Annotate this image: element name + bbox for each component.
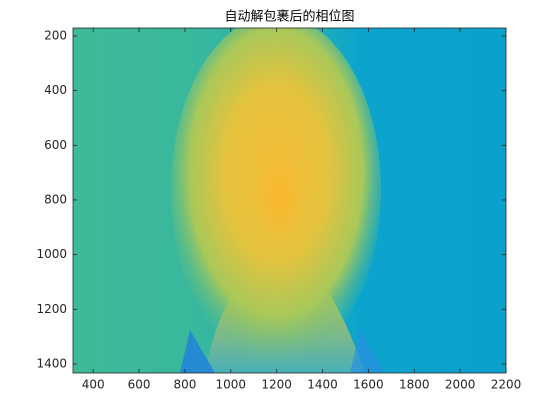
y-tick-label: 200 (44, 28, 67, 42)
x-tick-label: 1800 (399, 378, 430, 392)
chart-title: 自动解包裹后的相位图 (224, 9, 354, 25)
x-tick-label: 1400 (307, 378, 338, 392)
y-tick-label: 400 (44, 83, 67, 97)
y-tick-label: 1000 (36, 247, 67, 261)
x-tick-label: 2000 (445, 378, 476, 392)
x-tick-label: 2200 (491, 378, 522, 392)
x-tick-label: 400 (82, 378, 105, 392)
image (73, 28, 506, 373)
x-tick-label: 600 (128, 378, 151, 392)
y-tick-label: 800 (44, 192, 67, 206)
x-tick-label: 1000 (216, 378, 247, 392)
axes-box (72, 27, 507, 374)
y-tick-label: 1400 (36, 356, 67, 370)
y-tick-label: 600 (44, 138, 67, 152)
x-tick-label: 1600 (353, 378, 384, 392)
x-tick-label: 800 (173, 378, 196, 392)
y-tick-label: 1200 (36, 302, 67, 316)
x-tick-label: 1200 (261, 378, 292, 392)
